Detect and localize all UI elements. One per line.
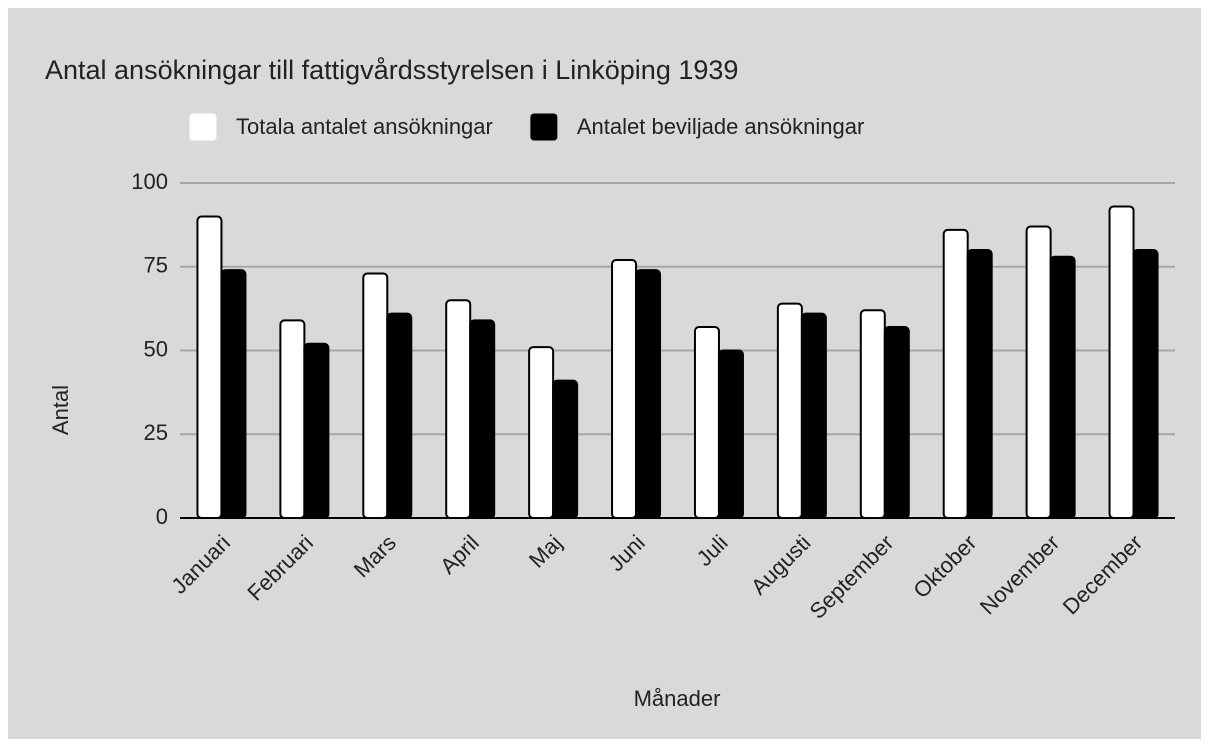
bar bbox=[859, 309, 886, 519]
bar bbox=[635, 269, 662, 519]
y-tick-label: 25 bbox=[144, 420, 168, 445]
bar bbox=[1025, 225, 1052, 520]
y-tick-label: 100 bbox=[131, 169, 168, 194]
legend-swatch bbox=[530, 113, 558, 141]
bar bbox=[386, 312, 413, 519]
bar bbox=[528, 346, 555, 519]
bar bbox=[611, 259, 638, 519]
bar bbox=[445, 299, 472, 519]
y-tick-label: 50 bbox=[144, 336, 168, 361]
bar bbox=[1132, 249, 1159, 519]
legend-swatch bbox=[189, 113, 217, 141]
y-axis-title: Antal bbox=[48, 385, 73, 435]
legend-label: Antalet beviljade ansökningar bbox=[577, 114, 864, 139]
bar bbox=[303, 342, 330, 519]
y-tick-label: 0 bbox=[156, 504, 168, 529]
bar bbox=[220, 269, 247, 519]
bar bbox=[883, 326, 910, 519]
y-tick-label: 75 bbox=[144, 253, 168, 278]
chart-title: Antal ansökningar till fattigvårdsstyrel… bbox=[45, 55, 738, 85]
bar bbox=[196, 215, 223, 519]
bar bbox=[1049, 255, 1076, 519]
legend-label: Totala antalet ansökningar bbox=[236, 114, 493, 139]
bar bbox=[966, 249, 993, 519]
x-axis-title: Månader bbox=[634, 686, 721, 711]
bar bbox=[279, 319, 306, 519]
bar bbox=[800, 312, 827, 519]
bar bbox=[693, 326, 720, 519]
bar bbox=[1108, 205, 1135, 519]
bar bbox=[469, 319, 496, 519]
bar bbox=[942, 228, 969, 519]
bar bbox=[717, 349, 744, 519]
bar bbox=[362, 272, 389, 520]
bar bbox=[776, 302, 803, 519]
bar bbox=[552, 379, 579, 519]
